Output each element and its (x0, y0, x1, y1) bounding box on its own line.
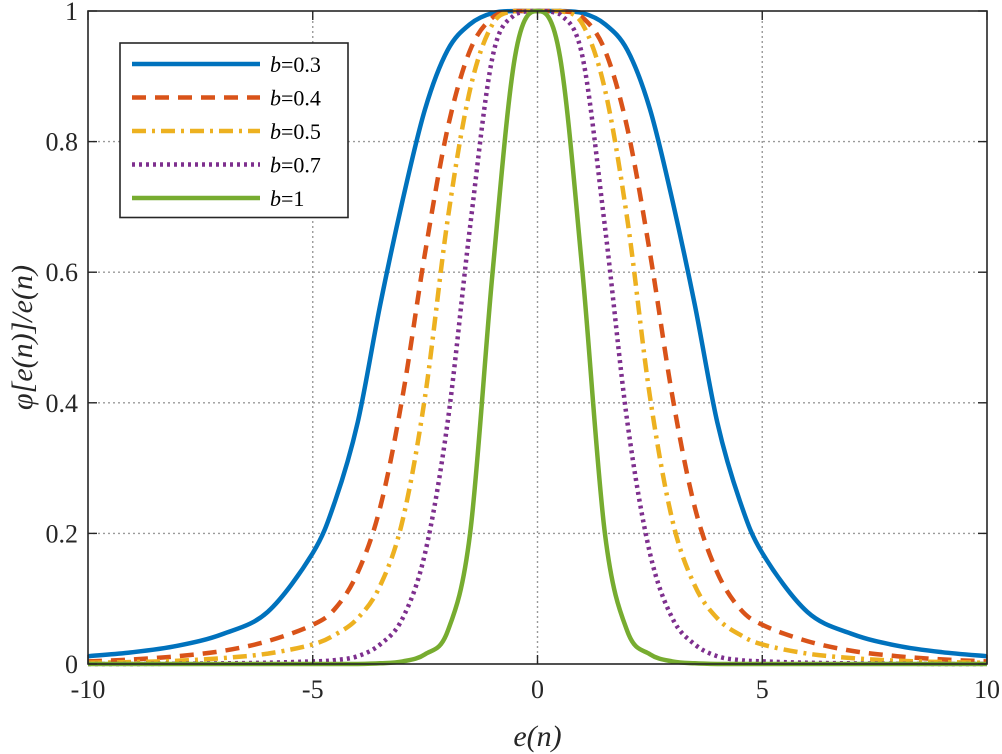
legend-label: b=1 (270, 186, 304, 211)
legend-label: b=0.5 (270, 119, 321, 144)
legend: b=0.3 b=0.4 b=0.5 b=0.7 b=1 (119, 42, 349, 219)
grid (88, 11, 987, 664)
x-tick-labels: -10 -5 0 5 10 (71, 675, 1000, 704)
legend-label: b=0.4 (270, 86, 321, 111)
series-line (87, 8, 988, 665)
legend-box (119, 42, 349, 219)
y-tick-label: 0 (65, 650, 78, 679)
x-tick-label: 0 (531, 675, 544, 704)
x-tick-label: -5 (302, 675, 324, 704)
y-axis-label: φ[e(n)]/e(n) (6, 265, 39, 410)
x-axis-label: e(n) (513, 720, 561, 753)
y-tick-labels: 0 0.2 0.4 0.6 0.8 1 (46, 0, 79, 679)
x-tick-label: -10 (71, 675, 106, 704)
axis-ticks (87, 10, 988, 665)
y-tick-label: 1 (65, 0, 78, 26)
legend-label: b=0.3 (270, 52, 321, 77)
y-tick-label: 0.2 (46, 519, 79, 548)
x-tick-label: 10 (974, 675, 1000, 704)
x-tick-label: 5 (756, 675, 769, 704)
y-tick-label: 0.6 (46, 258, 79, 287)
y-tick-label: 0.8 (46, 128, 79, 157)
legend-label: b=0.7 (270, 153, 321, 178)
y-tick-label: 0.4 (46, 389, 79, 418)
